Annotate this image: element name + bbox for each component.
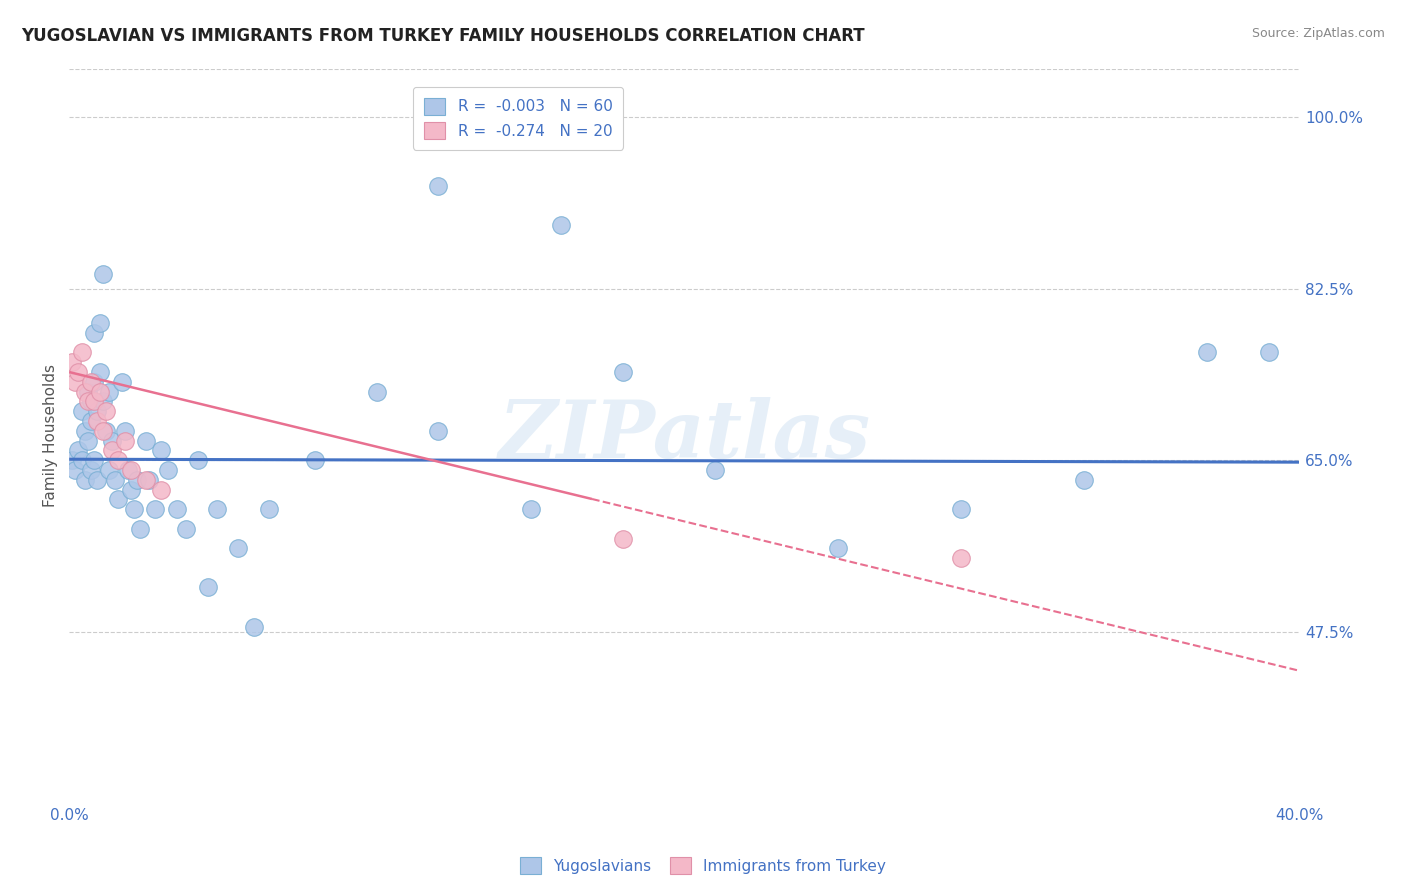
Point <box>94 404 117 418</box>
Point <box>174 522 197 536</box>
Point <box>150 483 173 497</box>
Point <box>104 473 127 487</box>
Point <box>135 473 157 487</box>
Point <box>89 316 111 330</box>
Point <box>114 424 136 438</box>
Point <box>519 502 541 516</box>
Point <box>107 492 129 507</box>
Point <box>107 453 129 467</box>
Point <box>65 463 87 477</box>
Point <box>76 434 98 448</box>
Point <box>205 502 228 516</box>
Point <box>67 365 90 379</box>
Point <box>366 384 388 399</box>
Point <box>150 443 173 458</box>
Point <box>120 463 142 477</box>
Point <box>187 453 209 467</box>
Point <box>143 502 166 516</box>
Legend: Yugoslavians, Immigrants from Turkey: Yugoslavians, Immigrants from Turkey <box>513 851 893 880</box>
Point <box>950 551 973 566</box>
Point <box>612 365 634 379</box>
Point <box>135 434 157 448</box>
Point <box>101 434 124 448</box>
Point <box>86 404 108 418</box>
Point <box>120 483 142 497</box>
Point <box>83 326 105 340</box>
Point <box>1073 473 1095 487</box>
Point <box>156 463 179 477</box>
Point <box>83 375 105 389</box>
Point <box>80 394 103 409</box>
Point <box>228 541 250 556</box>
Point <box>83 394 105 409</box>
Point <box>73 384 96 399</box>
Point <box>89 384 111 399</box>
Point <box>110 375 132 389</box>
Point <box>91 394 114 409</box>
Point <box>91 267 114 281</box>
Point <box>257 502 280 516</box>
Point <box>86 473 108 487</box>
Point <box>612 532 634 546</box>
Point <box>550 218 572 232</box>
Point <box>76 394 98 409</box>
Point <box>166 502 188 516</box>
Point <box>427 424 450 438</box>
Point <box>83 453 105 467</box>
Point <box>70 453 93 467</box>
Point <box>827 541 849 556</box>
Point <box>125 473 148 487</box>
Point <box>70 404 93 418</box>
Legend: R =  -0.003   N = 60, R =  -0.274   N = 20: R = -0.003 N = 60, R = -0.274 N = 20 <box>413 87 623 150</box>
Point <box>67 443 90 458</box>
Point <box>80 463 103 477</box>
Point <box>60 453 83 467</box>
Point <box>122 502 145 516</box>
Text: ZIPatlas: ZIPatlas <box>498 397 870 475</box>
Point <box>80 375 103 389</box>
Point <box>65 375 87 389</box>
Text: Source: ZipAtlas.com: Source: ZipAtlas.com <box>1251 27 1385 40</box>
Point <box>704 463 727 477</box>
Point <box>70 345 93 359</box>
Point <box>117 463 139 477</box>
Point <box>76 384 98 399</box>
Point <box>129 522 152 536</box>
Point <box>427 179 450 194</box>
Point <box>73 473 96 487</box>
Y-axis label: Family Households: Family Households <box>44 364 58 508</box>
Point <box>80 414 103 428</box>
Point <box>114 434 136 448</box>
Point <box>101 443 124 458</box>
Point <box>89 365 111 379</box>
Point <box>86 414 108 428</box>
Point <box>94 424 117 438</box>
Point <box>60 355 83 369</box>
Point <box>197 581 219 595</box>
Point <box>73 424 96 438</box>
Point <box>138 473 160 487</box>
Point <box>1257 345 1279 359</box>
Point <box>98 463 121 477</box>
Text: YUGOSLAVIAN VS IMMIGRANTS FROM TURKEY FAMILY HOUSEHOLDS CORRELATION CHART: YUGOSLAVIAN VS IMMIGRANTS FROM TURKEY FA… <box>21 27 865 45</box>
Point <box>1197 345 1219 359</box>
Point <box>950 502 973 516</box>
Point <box>98 384 121 399</box>
Point <box>91 424 114 438</box>
Point <box>242 620 264 634</box>
Point <box>304 453 326 467</box>
